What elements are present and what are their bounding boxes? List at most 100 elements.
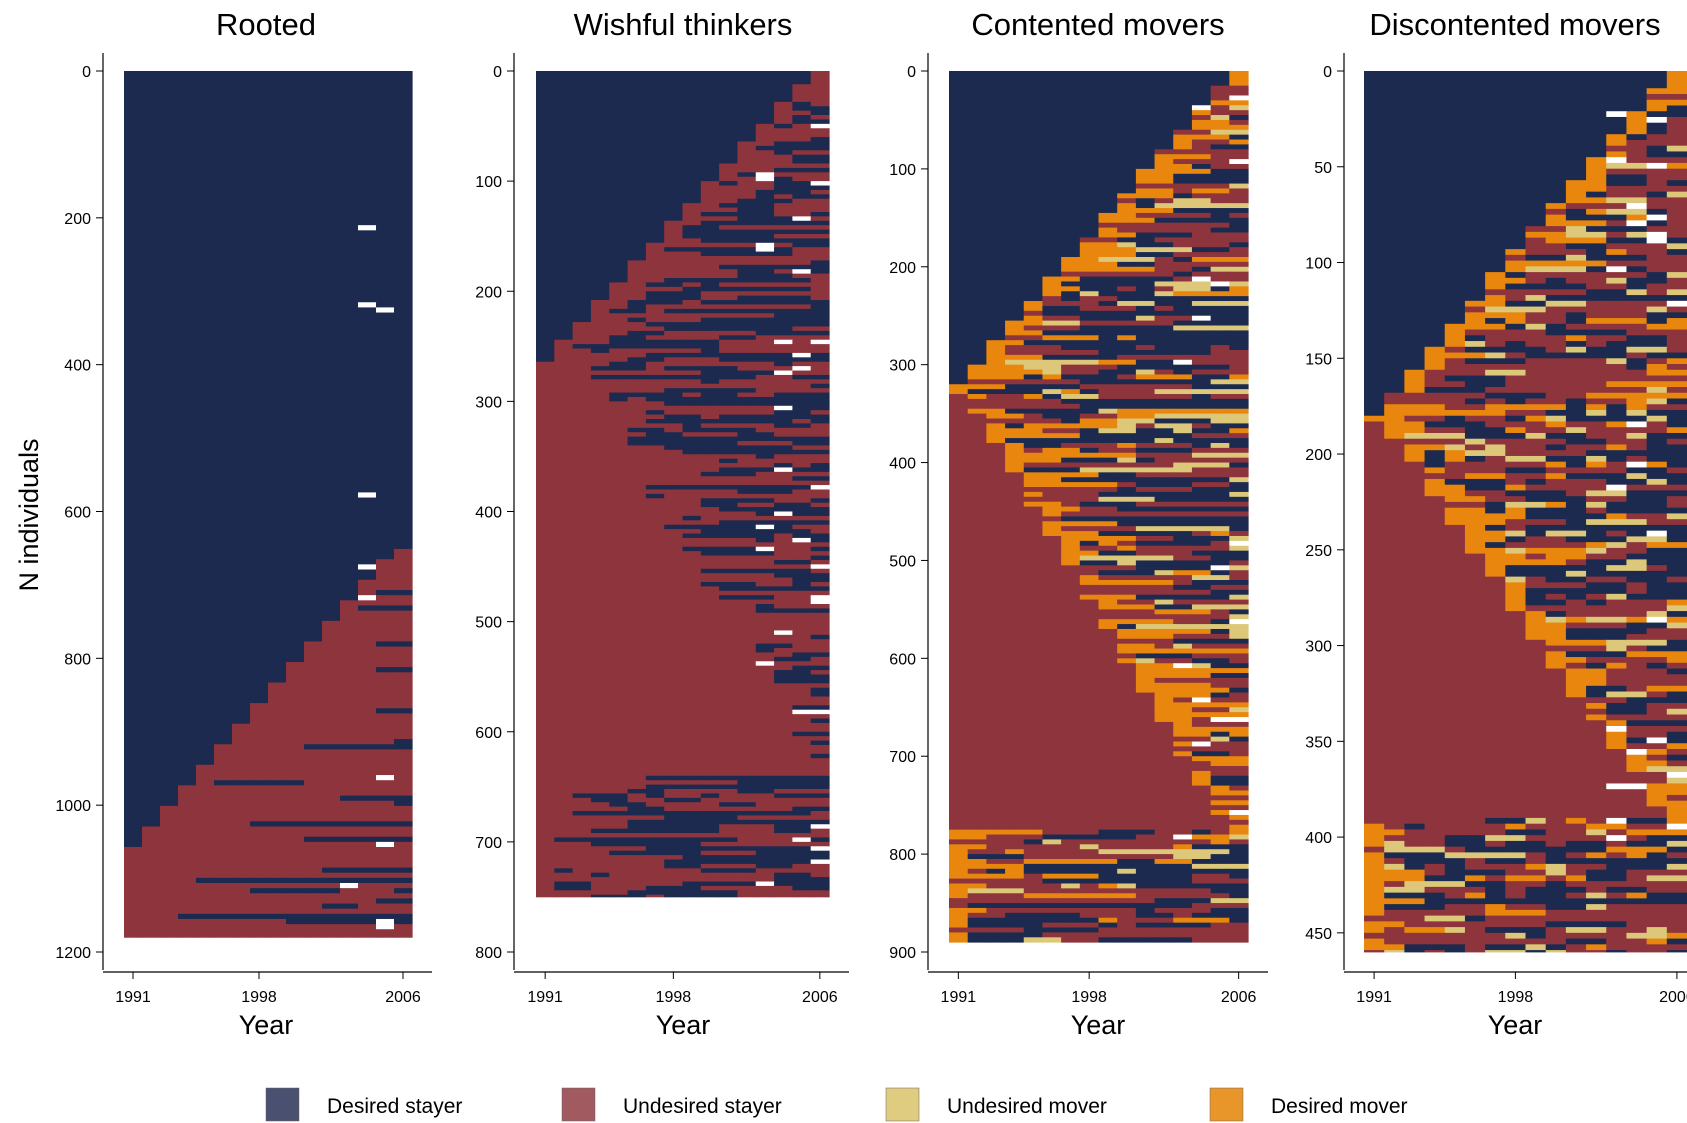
sequence-cell [376,430,395,437]
sequence-cell [572,427,592,433]
sequence-cell [340,615,359,622]
sequence-cell [286,518,305,524]
sequence-cell [232,595,251,601]
sequence-cell [232,441,251,447]
sequence-cell [536,247,555,252]
sequence-cell [700,590,720,596]
sequence-cells [124,71,413,938]
sequence-cell [232,610,251,617]
sequence-cell [268,744,287,750]
sequence-cell [609,313,629,319]
sequence-cell [286,276,305,283]
sequence-cell [268,512,287,519]
sequence-cell [376,728,395,735]
sequence-cell [376,291,395,298]
sequence-cell [250,425,269,432]
sequence-cell [664,405,684,411]
sequence-cell [142,775,161,781]
sequence-cell [304,651,323,658]
sequence-cell [810,436,830,442]
sequence-cell [250,882,269,889]
sequence-cell [719,308,739,314]
sequence-cell [124,76,143,82]
sequence-cell [322,302,341,308]
sequence-cell [340,199,359,206]
sequence-cell [232,646,251,653]
sequence-cell [554,286,574,292]
sequence-cell [792,313,812,319]
sequence-cell [810,115,830,120]
sequence-cell [214,369,233,375]
sequence-cell [142,913,161,920]
sequence-cell [645,388,665,393]
sequence-cell [178,492,197,498]
sequence-cell [286,374,305,380]
sequence-cell [304,739,323,745]
sequence-cell [178,178,197,185]
sequence-cell [178,672,197,678]
sequence-cell [214,168,233,175]
sequence-cell [536,692,555,697]
sequence-cell [810,352,830,358]
sequence-cell [160,379,179,385]
sequence-cell [774,639,793,645]
sequence-cell [810,361,830,367]
sequence-cell [322,91,341,98]
sequence-cell [810,449,830,455]
sequence-cell [682,436,702,442]
sequence-cell [250,662,269,668]
sequence-cell [196,322,215,329]
sequence-cell [810,423,830,429]
sequence-cell [700,674,720,680]
sequence-cell [142,543,161,550]
sequence-cell [286,682,305,689]
sequence-cell [774,185,793,191]
sequence-cell [286,718,305,725]
sequence-cell [700,286,720,292]
sequence-cell [232,184,251,190]
sequence-cell [178,333,197,339]
sequence-cell [340,209,359,216]
sequence-cell [755,84,775,90]
sequence-cell [792,449,812,455]
sequence-cell [590,370,610,376]
sequence-cell [737,344,757,349]
sequence-cell [394,132,413,139]
sequence-cell [232,841,251,848]
sequence-cell [322,451,341,457]
sequence-cell [160,764,179,771]
sequence-cell [394,363,413,370]
sequence-cell [376,821,395,827]
sequence-cell [682,269,702,275]
sequence-cell [358,872,377,879]
sequence-cell [304,291,323,298]
sequence-cell [737,542,757,548]
sequence-cell [792,286,812,292]
sequence-cell [196,733,215,740]
sequence-cell [196,759,215,766]
sequence-cell [250,769,269,776]
sequence-cell [160,882,179,889]
sequence-cell [682,251,702,257]
sequence-cell [124,322,143,329]
sequence-cell [536,485,555,490]
sequence-cell [358,81,377,87]
sequence-cell [214,399,233,406]
sequence-cell [286,543,305,550]
sequence-cell [232,749,251,755]
sequence-cell [358,425,377,432]
sequence-cell [572,692,592,697]
sequence-cell [810,670,830,675]
sequence-cell [268,775,287,781]
sequence-cell [554,370,574,376]
sequence-cell [394,733,413,740]
sequence-cell [268,153,287,159]
sequence-cell [774,344,793,349]
sequence-cell [250,363,269,370]
sequence-cell [304,924,323,930]
sequence-cell [590,330,610,336]
sequence-cell [286,728,305,735]
sequence-cell [536,300,555,305]
sequence-cell [214,862,233,868]
sequence-cell [536,326,555,332]
